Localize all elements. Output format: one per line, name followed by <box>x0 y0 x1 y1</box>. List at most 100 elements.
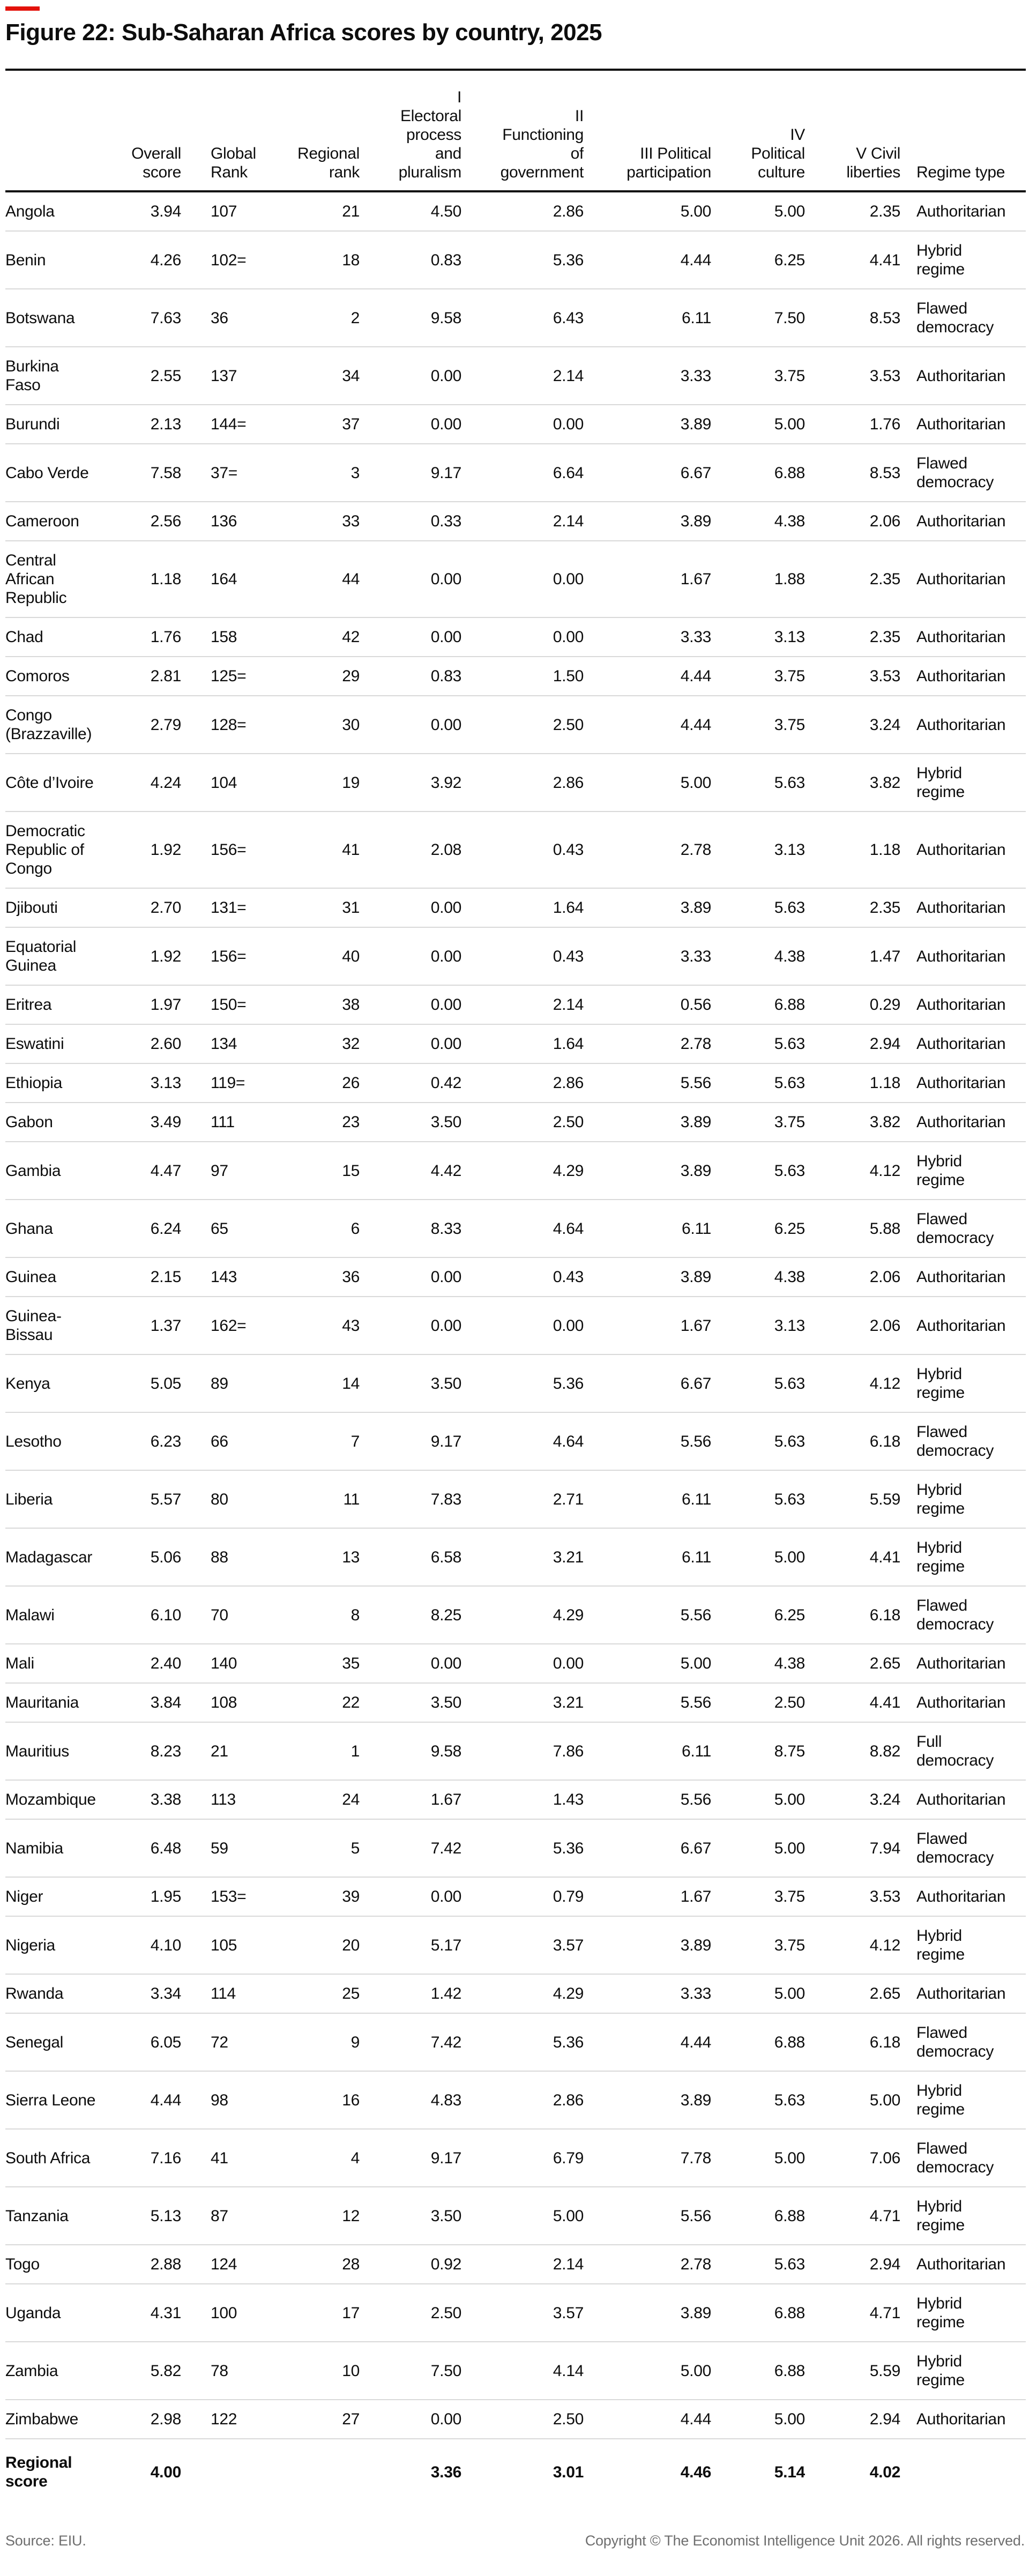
table-row: Equatorial Guinea 1.92 156= 40 0.00 0.43 3.33 4… <box>5 927 1026 986</box>
regional-rank-cell: 23 <box>288 1103 360 1142</box>
global-rank-cell: 80 <box>181 1470 288 1529</box>
country-cell: Central African Republic <box>5 541 102 618</box>
regional-rank-cell: 36 <box>288 1257 360 1297</box>
global-rank-cell: 143 <box>181 1257 288 1297</box>
global-rank-cell: 87 <box>181 2187 288 2245</box>
participation-score-cell: 6.11 <box>584 1722 711 1781</box>
liberties-score-cell: 3.24 <box>805 1780 900 1820</box>
participation-score-cell: 3.89 <box>584 1103 711 1142</box>
overall-score-cell: 3.94 <box>102 191 181 232</box>
overall-score-cell: 1.95 <box>102 1877 181 1917</box>
regional-rank-cell: 39 <box>288 1877 360 1917</box>
table-row: Burkina Faso 2.55 137 34 0.00 2.14 3.33 3.75 3.5… <box>5 347 1026 405</box>
culture-score-cell: 3.13 <box>711 617 805 657</box>
electoral-score-cell: 8.25 <box>360 1586 461 1644</box>
liberties-score-cell: 5.59 <box>805 2342 900 2400</box>
regional-rank-cell: 28 <box>288 2245 360 2284</box>
figure-title: Figure 22: Sub-Saharan Africa scores by … <box>5 19 602 46</box>
regime-cell: Hybrid regime <box>900 1354 1026 1413</box>
overall-score-cell: 6.05 <box>102 2013 181 2072</box>
functioning-score-cell: 7.86 <box>461 1722 584 1781</box>
country-cell: Mauritius <box>5 1722 102 1781</box>
country-cell: Togo <box>5 2245 102 2284</box>
electoral-score-cell: 9.17 <box>360 1412 461 1471</box>
country-cell: Nigeria <box>5 1916 102 1975</box>
functioning-score-cell: 0.79 <box>461 1877 584 1917</box>
global-rank-cell: 131= <box>181 888 288 928</box>
participation-score-cell: 6.11 <box>584 1470 711 1529</box>
regional-rank-cell: 16 <box>288 2071 360 2130</box>
overall-score-cell: 4.24 <box>102 754 181 812</box>
participation-score-cell: 4.44 <box>584 657 711 696</box>
electoral-score-cell: 3.50 <box>360 1683 461 1723</box>
overall-score-cell: 2.40 <box>102 1644 181 1684</box>
regional-rank-cell: 25 <box>288 1974 360 2014</box>
global-rank-cell: 72 <box>181 2013 288 2072</box>
country-cell: Cameroon <box>5 502 102 541</box>
regime-cell: Authoritarian <box>900 541 1026 618</box>
electoral-score-cell: 4.42 <box>360 1142 461 1200</box>
table-row: Democratic Republic of Congo 1.92 156= 41 2.… <box>5 811 1026 889</box>
regime-cell: Authoritarian <box>900 347 1026 405</box>
overall-score-cell: 4.00 <box>150 2463 181 2481</box>
overall-score-cell: 5.13 <box>102 2187 181 2245</box>
culture-score-cell: 5.00 <box>711 2129 805 2187</box>
functioning-score-cell: 0.43 <box>461 811 584 889</box>
regime-cell: Flawed democracy <box>900 444 1026 502</box>
regime-cell: Flawed democracy <box>900 1586 1026 1644</box>
regime-cell: Authoritarian <box>900 1877 1026 1917</box>
functioning-score-cell: 3.21 <box>461 1683 584 1723</box>
overall-score-cell: 5.82 <box>102 2342 181 2400</box>
culture-score-cell: 7.50 <box>711 289 805 347</box>
electoral-score-cell: 0.42 <box>360 1063 461 1103</box>
functioning-score-cell: 5.36 <box>461 1819 584 1878</box>
regional-rank-cell: 24 <box>288 1780 360 1820</box>
liberties-score-cell: 4.12 <box>805 1916 900 1975</box>
regional-rank-cell: 11 <box>288 1470 360 1529</box>
table-row: Cabo Verde 7.58 37= 3 9.17 6.64 6.67 6.88 8.53 Fl… <box>5 444 1026 502</box>
electoral-score-cell: 0.92 <box>360 2245 461 2284</box>
functioning-score-cell: 6.79 <box>461 2129 584 2187</box>
participation-score-cell: 4.46 <box>680 2463 711 2481</box>
functioning-score-cell: 1.64 <box>461 888 584 928</box>
country-cell: Rwanda <box>5 1974 102 2014</box>
regional-rank-cell: 27 <box>288 2400 360 2439</box>
electoral-score-cell: 0.00 <box>360 347 461 405</box>
table-row: Chad 1.76 158 42 0.00 0.00 3.33 3.13 2.35 Authori… <box>5 617 1026 657</box>
participation-score-cell: 6.67 <box>584 1354 711 1413</box>
culture-score-cell: 5.63 <box>711 1412 805 1471</box>
country-cell: Mozambique <box>5 1780 102 1820</box>
table-row: Congo (Brazzaville) 2.79 128= 30 0.00 2.50 4.4… <box>5 696 1026 754</box>
regional-rank-cell: 8 <box>288 1586 360 1644</box>
culture-score-cell: 4.38 <box>711 1644 805 1684</box>
culture-score-cell: 5.00 <box>711 1528 805 1587</box>
regional-rank-cell: 42 <box>288 617 360 657</box>
regional-rank-cell: 7 <box>288 1412 360 1471</box>
regime-cell: Authoritarian <box>900 927 1026 986</box>
regime-cell: Flawed democracy <box>900 1200 1026 1258</box>
table-row: Comoros 2.81 125= 29 0.83 1.50 4.44 3.75 3.53 Aut… <box>5 657 1026 696</box>
liberties-score-cell: 4.41 <box>805 1683 900 1723</box>
overall-score-cell: 1.76 <box>102 617 181 657</box>
header-row: Overall score Global Rank Regional rank … <box>5 70 1026 192</box>
culture-score-cell: 5.00 <box>711 1974 805 2014</box>
regional-rank-cell: 30 <box>288 696 360 754</box>
regime-cell: Hybrid regime <box>900 2187 1026 2245</box>
culture-score-cell: 4.38 <box>711 927 805 986</box>
country-cell: Congo (Brazzaville) <box>5 696 102 754</box>
table-header: Overall score Global Rank Regional rank … <box>5 70 1026 192</box>
participation-score-cell: 4.44 <box>584 231 711 289</box>
regional-rank-cell <box>288 2439 360 2505</box>
regional-rank-header: Regional rank <box>288 70 360 192</box>
liberties-score-cell: 2.06 <box>805 502 900 541</box>
table-row: Burundi 2.13 144= 37 0.00 0.00 3.89 5.00 1.76 Aut… <box>5 405 1026 444</box>
liberties-score-cell: 8.53 <box>805 289 900 347</box>
global-rank-cell: 124 <box>181 2245 288 2284</box>
overall-score-cell: 2.55 <box>102 347 181 405</box>
functioning-score-cell: 4.29 <box>461 1974 584 2014</box>
regime-cell: Flawed democracy <box>900 2129 1026 2187</box>
regional-rank-cell: 20 <box>288 1916 360 1975</box>
country-cell: Ethiopia <box>5 1063 102 1103</box>
participation-score-cell: 5.00 <box>584 754 711 812</box>
liberties-score-cell: 5.88 <box>805 1200 900 1258</box>
